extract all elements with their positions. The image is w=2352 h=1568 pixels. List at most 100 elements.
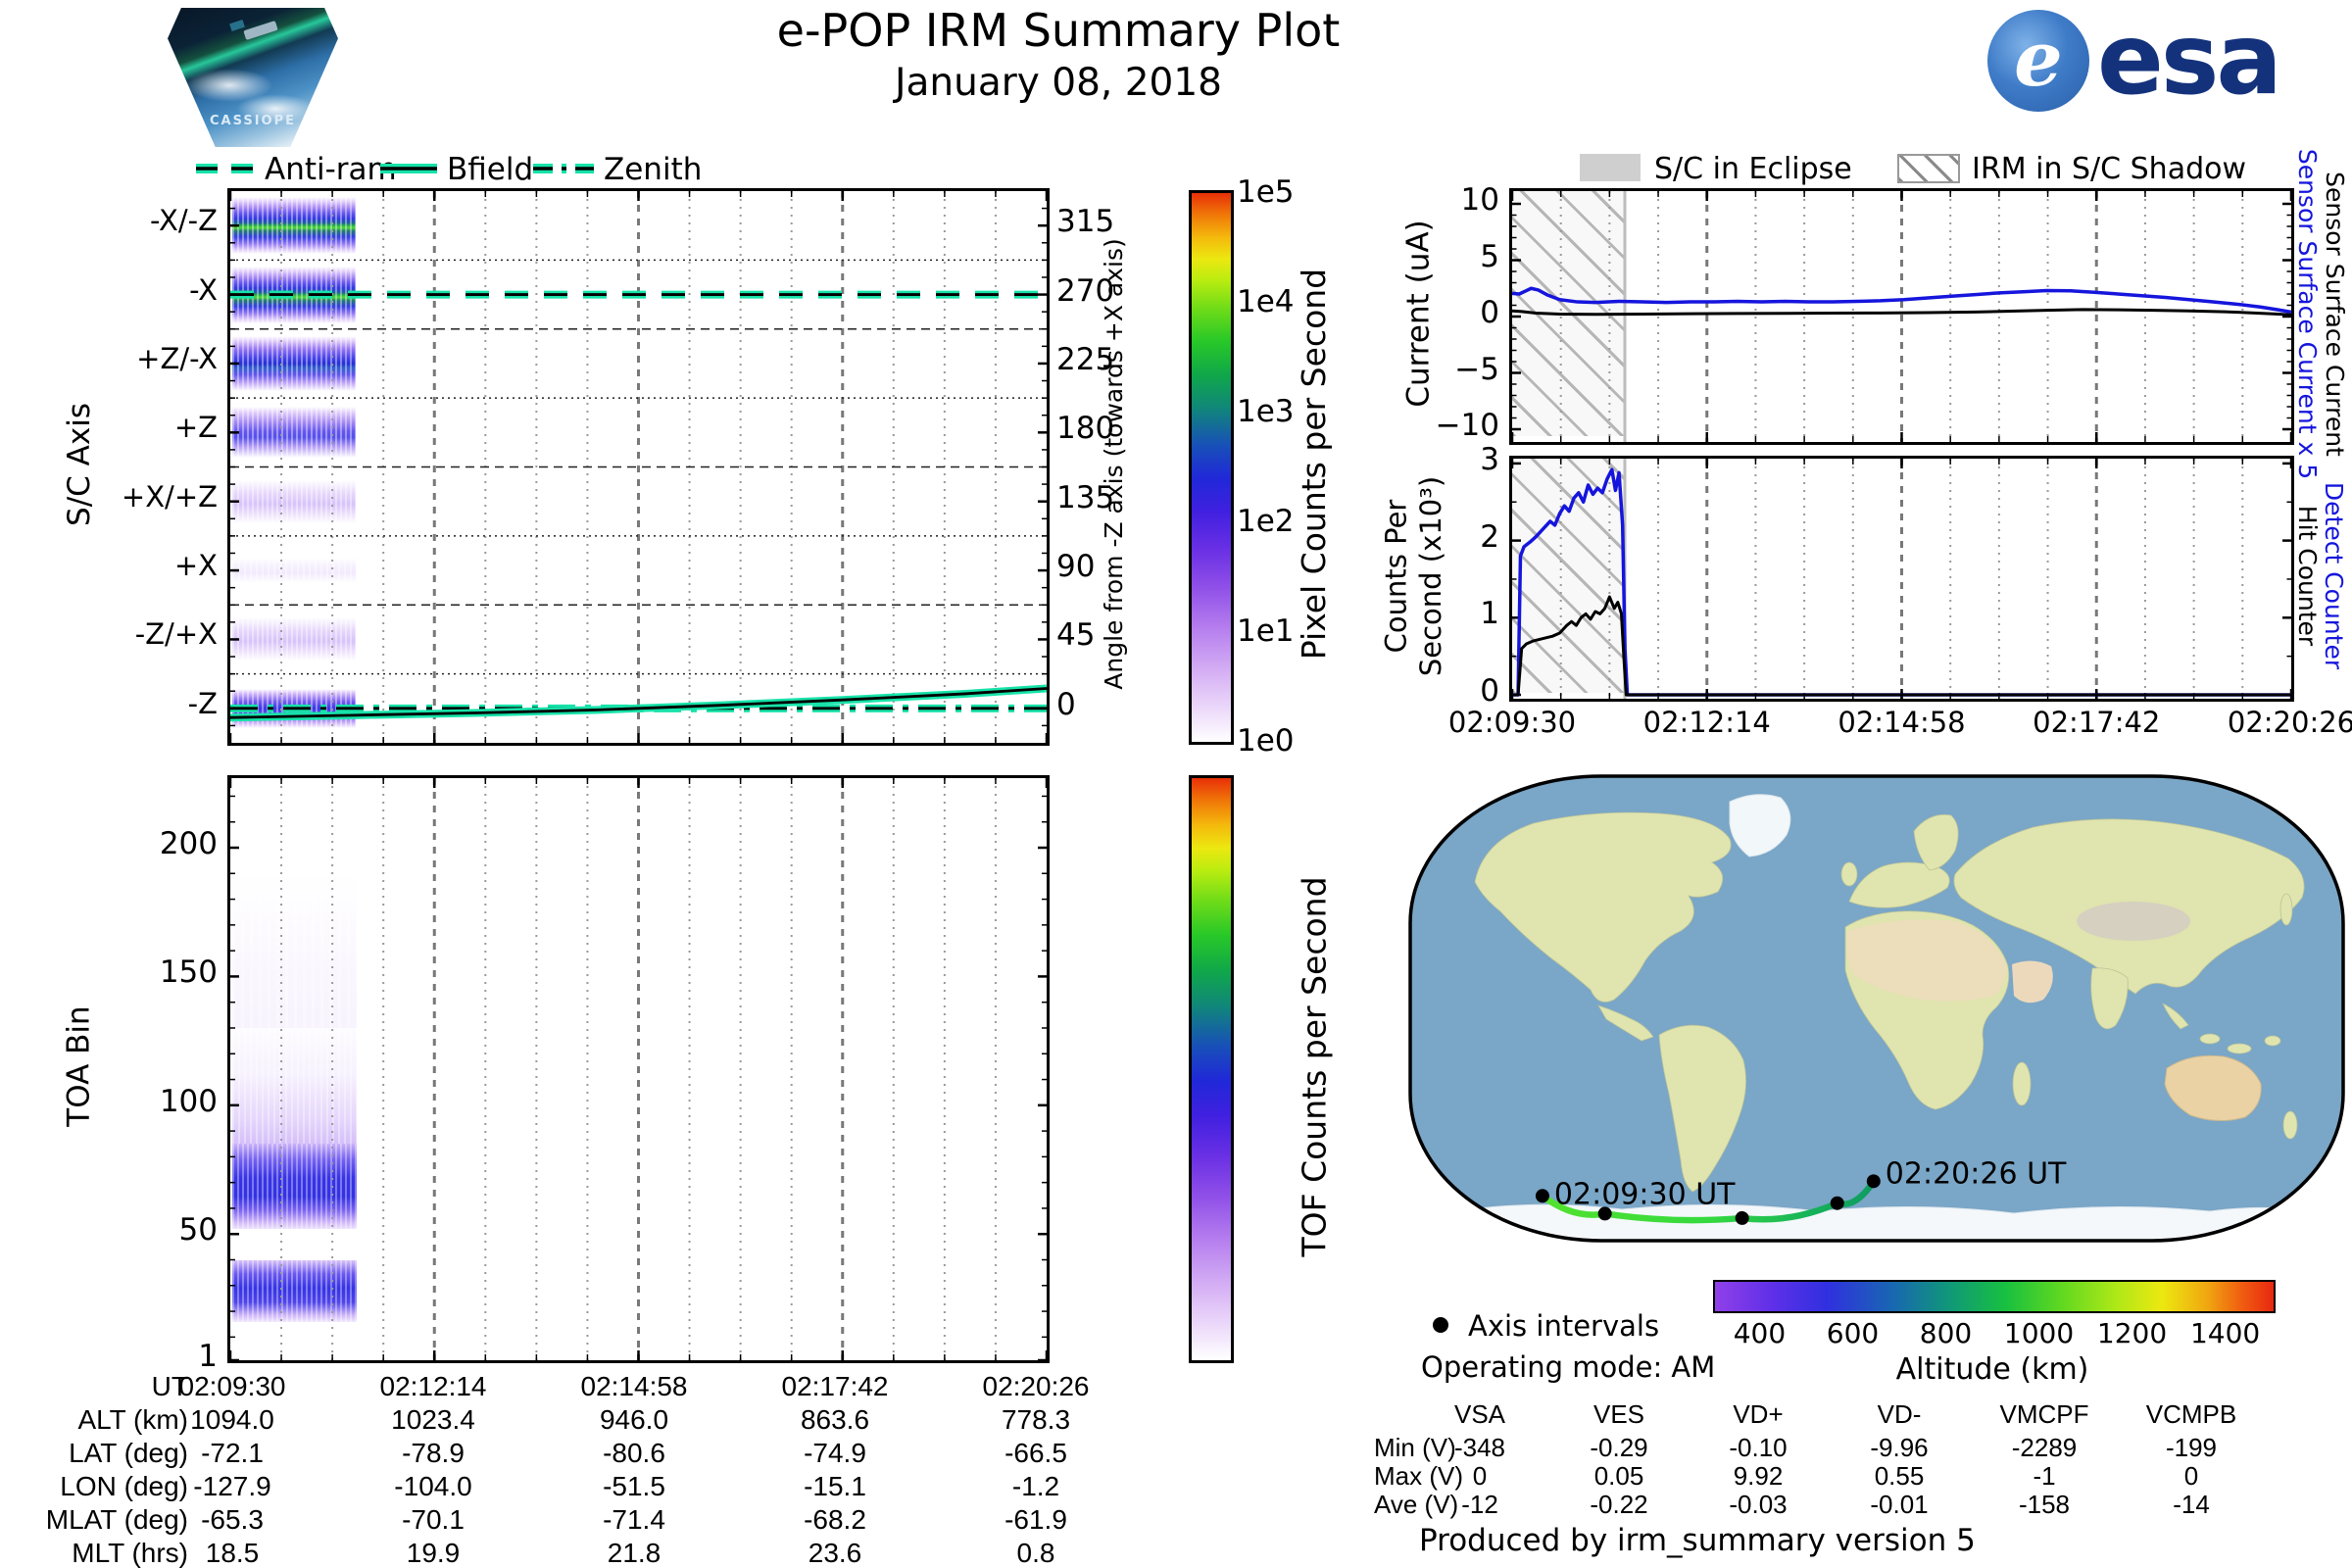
map-outline: [1408, 774, 2345, 1243]
ephemeris-value: -65.3: [201, 1504, 264, 1535]
bfield-legend-line-icon: [380, 164, 437, 173]
counts-ylabel-line1: Counts Per: [1379, 499, 1413, 653]
satellite-icon: [243, 20, 278, 41]
toa-tick-label: 150: [159, 955, 218, 991]
plot-canvas: [230, 191, 1047, 743]
operating-mode-label: Operating mode: AM: [1421, 1350, 1716, 1384]
axis-intervals-dot-icon: [1433, 1317, 1448, 1333]
track-interval-dot: [1735, 1210, 1749, 1225]
ephemeris-value: -72.1: [201, 1438, 264, 1468]
legend-shadow-label: IRM in S/C Shadow: [1972, 152, 2247, 186]
eclipse-legend-swatch-icon: [1580, 154, 1641, 181]
voltage-value: -0.22: [1590, 1490, 1648, 1519]
ephemeris-value: 02:14:58: [580, 1371, 688, 1401]
page-title: e-POP IRM Summary Plot: [776, 4, 1341, 57]
axis-row-label--X/-Z: -X/-Z: [150, 204, 218, 238]
ephemeris-value: -78.9: [402, 1438, 465, 1468]
toa-tick-label: 1: [198, 1339, 218, 1374]
pixel-colorbar-tick-label: 1e3: [1237, 394, 1295, 429]
angle-tick-label: 180: [1056, 411, 1115, 447]
altitude-tick-label: 400: [1733, 1317, 1787, 1349]
angle-tick-label: 135: [1056, 479, 1115, 515]
current-ytick-label: 0: [1480, 295, 1499, 330]
hit-counter-label: Hit Counter: [2293, 505, 2323, 647]
ephemeris-value: -1.2: [1011, 1471, 1060, 1501]
voltage-value: 0: [2183, 1461, 2199, 1491]
page-date: January 08, 2018: [895, 61, 1222, 105]
ephemeris-value: 946.0: [599, 1404, 669, 1435]
ephemeris-value: -68.2: [804, 1504, 866, 1535]
voltage-value: -0.03: [1729, 1490, 1788, 1519]
spectrogram-band--Z/+X: [232, 617, 356, 662]
ephemeris-value: 02:17:42: [781, 1371, 889, 1401]
voltage-value: -199: [2165, 1433, 2218, 1462]
time-tick-label: 02:09:30: [1447, 706, 1577, 739]
track-start-label: 02:09:30 UT: [1554, 1177, 1736, 1211]
ephemeris-value: 778.3: [1001, 1404, 1071, 1435]
ground-track-world-map: 02:09:30 UT 02:20:26 UT: [1408, 774, 2345, 1243]
ephemeris-value: -51.5: [603, 1471, 665, 1501]
legend-zenith-label: Zenith: [604, 152, 703, 187]
time-tick-label: 02:12:14: [1642, 706, 1771, 739]
voltage-column-header: VD+: [1733, 1399, 1784, 1429]
zenith-legend-line-icon: [533, 164, 594, 173]
voltage-value: 0.55: [1874, 1461, 1925, 1491]
cassiope-patch-label: CASSIOPE: [209, 114, 297, 128]
plot-canvas: [1512, 459, 2291, 699]
voltage-value: 0: [1472, 1461, 1488, 1491]
track-interval-dot: [1535, 1189, 1549, 1203]
ephemeris-row-label: LAT (deg): [69, 1438, 188, 1468]
legend-bfield-label: Bfield: [447, 152, 534, 187]
cassiope-mission-patch: CASSIOPE: [163, 4, 343, 151]
time-tick-label: 02:17:42: [2033, 706, 2161, 739]
ephemeris-value: 0.8: [1016, 1538, 1055, 1568]
current-ytick-label: −5: [1454, 351, 1499, 387]
toa-bin-ylabel: TOA Bin: [62, 1005, 98, 1127]
axis-row-label-+Z: +Z: [173, 411, 218, 445]
altitude-tick-label: 600: [1826, 1317, 1880, 1349]
counts-ytick-label: 3: [1480, 442, 1499, 477]
ephemeris-row-label: ALT (km): [77, 1404, 188, 1435]
track-end-label: 02:20:26 UT: [1886, 1156, 2067, 1191]
voltage-value: -0.10: [1729, 1433, 1788, 1462]
voltage-row-label: Min (V): [1374, 1433, 1456, 1462]
toa-tick-label: 100: [159, 1083, 218, 1119]
toa-band-upper: [232, 1144, 357, 1229]
ephemeris-value: -70.1: [402, 1504, 465, 1535]
legend-anti-ram-label: Anti-ram: [265, 152, 397, 187]
voltage-column-header: VD-: [1877, 1399, 1922, 1429]
sensor-surface-current-label: Sensor Surface Current: [2320, 171, 2349, 457]
altitude-colorbar-label: Altitude (km): [1895, 1352, 2089, 1387]
ephemeris-row-label: MLT (hrs): [72, 1538, 188, 1568]
ephemeris-value: 1094.0: [190, 1404, 274, 1435]
voltage-row-label: Ave (V): [1374, 1490, 1459, 1519]
altitude-tick-label: 1400: [2189, 1317, 2261, 1349]
voltage-value: 9.92: [1733, 1461, 1784, 1491]
voltage-value: -348: [1453, 1433, 1506, 1462]
voltage-value: -9.96: [1870, 1433, 1929, 1462]
ephemeris-value: -71.4: [603, 1504, 665, 1535]
spectrogram-band-+Z/-X: [232, 335, 356, 391]
esa-logo-globe: [1987, 10, 2089, 112]
pixel-colorbar-tick-label: 1e0: [1237, 723, 1295, 759]
altitude-tick-label: 1000: [2003, 1317, 2075, 1349]
counts-shadow-region: [1512, 459, 1625, 693]
sensor-surface-current-x5-label: Sensor Surface Current x 5: [2293, 148, 2323, 479]
angle-axis-label: Angle from -Z axis (towards +X axis): [1099, 238, 1128, 690]
counts-ytick-label: 0: [1480, 673, 1499, 710]
counts-ytick-label: 2: [1480, 518, 1499, 555]
spectrogram-band-+X: [232, 558, 356, 584]
toa-tick-label: 200: [159, 826, 218, 861]
voltage-column-header: VCMPB: [2145, 1399, 2237, 1429]
pixel-colorbar-tick-label: 1e1: [1237, 613, 1295, 649]
counts-plot: [1509, 456, 2294, 702]
ephemeris-value: 19.9: [406, 1538, 461, 1568]
spectrogram-band-+Z: [232, 407, 356, 459]
toa-tick-label: 50: [178, 1212, 218, 1249]
counts-ytick-label: 1: [1480, 596, 1499, 632]
altitude-colorbar: [1713, 1280, 2276, 1313]
pixel-counts-colorbar: [1189, 190, 1234, 745]
voltage-value: -14: [2173, 1490, 2210, 1519]
angle-tick-label: 270: [1056, 272, 1115, 309]
